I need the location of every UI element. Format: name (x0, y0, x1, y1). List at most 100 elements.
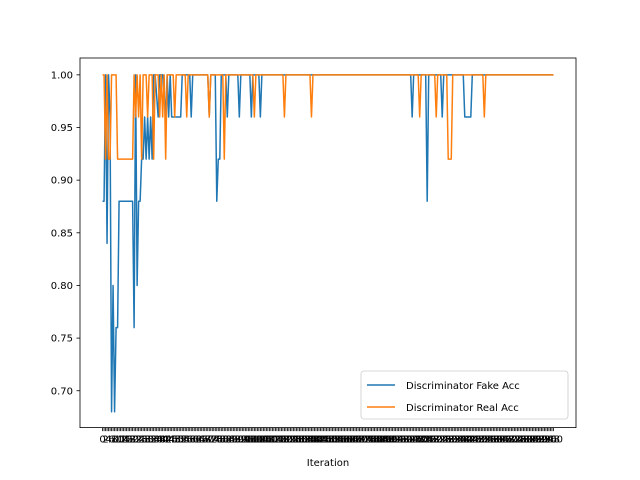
x-tick-label: 78 (213, 435, 226, 446)
x-axis-title: Iteration (307, 458, 349, 469)
x-tick-label: 42 (159, 435, 172, 446)
x-tick-label: 268 (496, 435, 515, 446)
x-tick-label: 262 (487, 435, 506, 446)
legend-label-real-acc: Discriminator Real Acc (406, 403, 519, 414)
x-tick-label: 164 (339, 435, 358, 446)
y-tick-label: 0.80 (51, 281, 73, 292)
x-tick-label: 12 (114, 435, 127, 446)
x-tick-label: 178 (361, 435, 380, 446)
x-tick-label: 50 (171, 435, 184, 446)
legend-box (360, 370, 569, 420)
x-tick-label: 122 (276, 435, 295, 446)
x-tick-label: 20 (126, 435, 139, 446)
legend-label-fake-acc: Discriminator Fake Acc (406, 381, 520, 392)
x-tick-label: 90 (231, 435, 244, 446)
x-tick-label: 200 (394, 435, 413, 446)
x-tick-label: 152 (321, 435, 340, 446)
x-tick-label: 102 (246, 435, 265, 446)
x-tick-label: 216 (418, 435, 437, 446)
x-tick-label: 34 (147, 435, 160, 446)
x-tick-label: 88 (228, 435, 241, 446)
x-tick-label: 214 (415, 435, 434, 446)
x-tick-label: 182 (367, 435, 386, 446)
x-tick-label: 74 (207, 435, 220, 446)
x-tick-label: 46 (165, 435, 178, 446)
x-tick-label: 172 (352, 435, 371, 446)
x-tick-label: 230 (439, 435, 458, 446)
x-tick-label: 48 (168, 435, 181, 446)
x-tick-label: 28 (138, 435, 151, 446)
x-tick-label: 82 (219, 435, 232, 446)
x-tick-label: 248 (466, 435, 485, 446)
x-tick-label: 60 (186, 435, 199, 446)
x-tick-label: 218 (421, 435, 440, 446)
y-tick-label: 0.75 (51, 334, 73, 345)
x-tick-label: 238 (451, 435, 470, 446)
x-tick-label: 282 (517, 435, 536, 446)
x-tick-label: 266 (493, 435, 512, 446)
x-tick-label: 300 (544, 435, 563, 446)
x-tick-label: 0 (99, 435, 105, 446)
x-tick-label: 240 (454, 435, 473, 446)
x-tick-label: 18 (123, 435, 136, 446)
x-tick-label: 190 (379, 435, 398, 446)
x-tick-label: 64 (192, 435, 205, 446)
x-tick-label: 110 (258, 435, 277, 446)
x-tick-label: 136 (297, 435, 316, 446)
x-tick-label: 142 (306, 435, 325, 446)
x-tick-label: 292 (532, 435, 551, 446)
x-tick-label: 288 (526, 435, 545, 446)
x-tick-label: 162 (336, 435, 355, 446)
x-tick-label: 228 (436, 435, 455, 446)
x-tick-label: 272 (502, 435, 521, 446)
x-tick-label: 232 (442, 435, 461, 446)
x-tick-label: 14 (117, 435, 130, 446)
x-tick-label: 30 (141, 435, 154, 446)
x-tick-label: 186 (373, 435, 392, 446)
x-tick-label: 138 (300, 435, 319, 446)
x-tick-label: 70 (201, 435, 214, 446)
x-tick-label: 176 (358, 435, 377, 446)
x-tick-label: 8 (111, 435, 117, 446)
x-tick-label: 168 (346, 435, 365, 446)
x-tick-label: 84 (222, 435, 235, 446)
x-tick-label: 156 (327, 435, 346, 446)
x-tick-label: 6 (108, 435, 114, 446)
x-tick-label: 194 (385, 435, 404, 446)
x-tick-label: 134 (294, 435, 313, 446)
y-axis-ticks: 0.70 0.75 0.80 0.85 0.90 0.95 1.00 (51, 70, 80, 397)
x-tick-label: 62 (189, 435, 202, 446)
x-tick-label: 98 (243, 435, 256, 446)
x-tick-label: 202 (397, 435, 416, 446)
y-tick-label: 0.90 (51, 176, 73, 187)
x-tick-label: 66 (195, 435, 208, 446)
x-tick-label: 204 (400, 435, 419, 446)
x-tick-label: 264 (490, 435, 509, 446)
x-tick-label: 150 (318, 435, 337, 446)
x-tick-label: 76 (210, 435, 223, 446)
x-tick-label: 16 (120, 435, 133, 446)
x-tick-label: 108 (255, 435, 274, 446)
x-tick-label: 106 (252, 435, 271, 446)
x-tick-label: 128 (285, 435, 304, 446)
x-tick-label: 86 (225, 435, 238, 446)
x-tick-label: 210 (409, 435, 428, 446)
x-tick-label: 226 (433, 435, 452, 446)
x-tick-label: 36 (150, 435, 163, 446)
x-tick-label: 144 (309, 435, 328, 446)
x-tick-label: 132 (291, 435, 310, 446)
x-tick-label: 236 (448, 435, 467, 446)
x-tick-label: 290 (529, 435, 548, 446)
x-tick-label: 160 (333, 435, 352, 446)
x-tick-label: 140 (303, 435, 322, 446)
x-tick-label: 246 (463, 435, 482, 446)
x-tick-label: 244 (460, 435, 479, 446)
x-tick-label: 270 (499, 435, 518, 446)
x-tick-label: 252 (472, 435, 491, 446)
y-tick-label: 0.95 (51, 123, 73, 134)
series-line-0 (102, 74, 554, 413)
x-tick-label: 2 (102, 435, 108, 446)
x-tick-label: 116 (267, 435, 286, 446)
y-tick-label: 0.70 (51, 386, 73, 397)
x-tick-label: 80 (216, 435, 229, 446)
